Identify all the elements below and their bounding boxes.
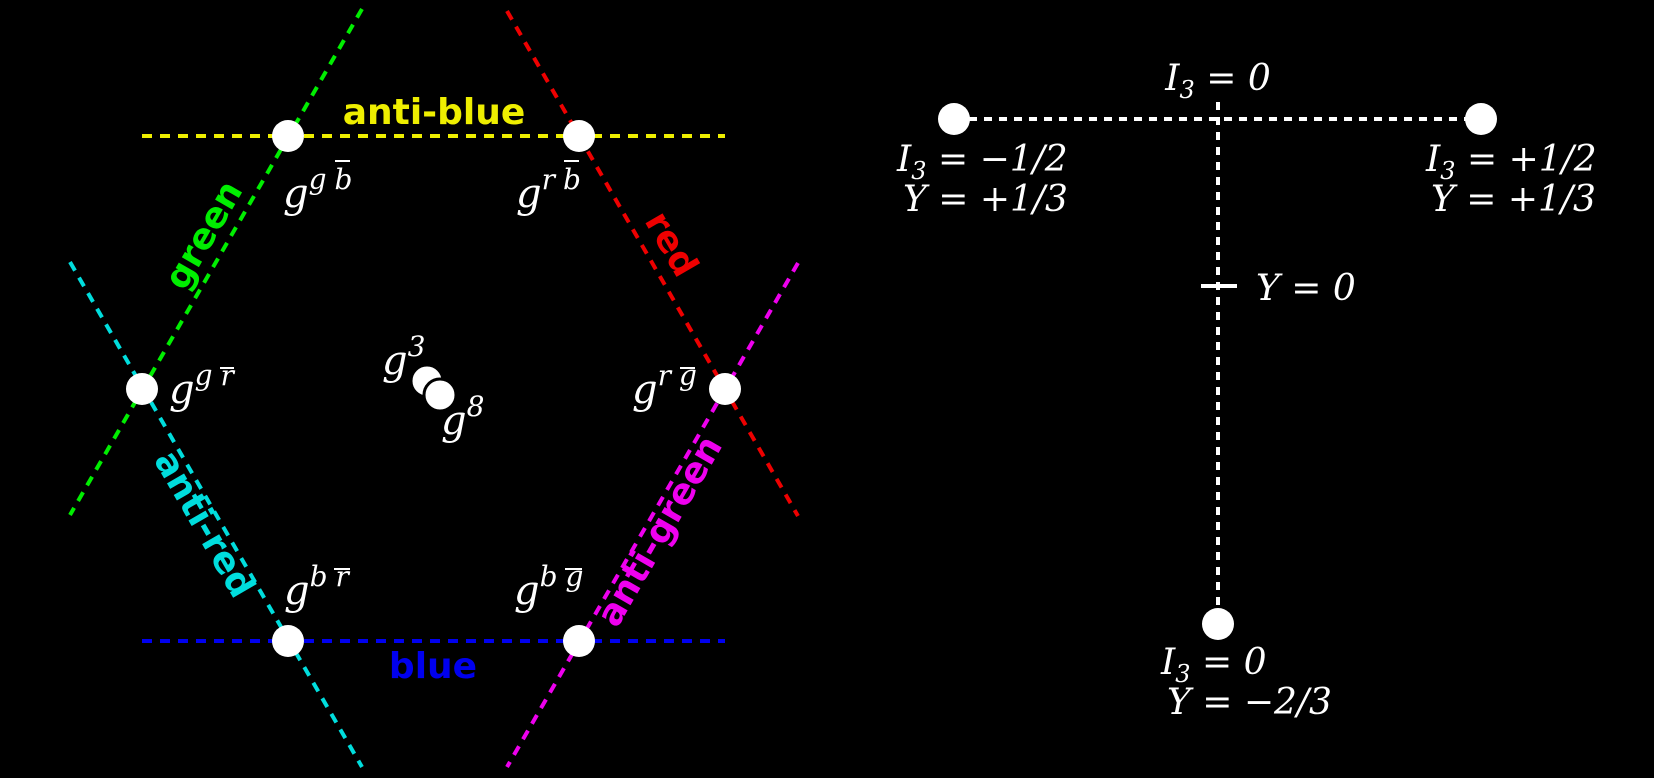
quark-right-y-label: Y = +1/3 <box>1431 179 1596 220</box>
gluon-label-g-rbbar: gr b <box>516 163 581 217</box>
blue-label: blue <box>389 646 477 687</box>
quark-node-right <box>1465 103 1497 135</box>
anti-red-line <box>68 260 364 769</box>
anti-blue-label: anti-blue <box>343 92 526 133</box>
gluon-node-g-grbar <box>126 373 158 405</box>
gluon-label-g3: g3 <box>382 330 425 384</box>
gluon-node-g8 <box>422 377 458 413</box>
gluon-labels: gg b gr b gg r gr g gb r gb g <box>169 160 697 614</box>
quark-triplet-diagram: I3 = 0 Y = 0 I3 = −1/2 Y = +1/3 I3 = +1/… <box>896 58 1597 723</box>
i3-zero-axis-label: I3 = 0 <box>1164 58 1270 104</box>
anti-green-line <box>505 261 800 769</box>
quark-right-i3-label: I3 = +1/2 <box>1425 139 1597 185</box>
quark-nodes <box>938 103 1497 640</box>
gluon-node-g-brbar <box>272 625 304 657</box>
gluon-label-g8: g8 <box>441 390 484 444</box>
gluon-node-g-gbbar <box>272 120 304 152</box>
red-line <box>505 10 800 517</box>
gluon-label-g-grbar: gg r <box>169 359 236 413</box>
y-zero-axis-label: Y = 0 <box>1256 268 1356 309</box>
gluon-nodes <box>126 120 741 657</box>
quark-labels: I3 = −1/2 Y = +1/3 I3 = +1/2 Y = +1/3 I3… <box>896 139 1597 723</box>
gluon-node-g-rbbar <box>563 120 595 152</box>
quark-left-i3-label: I3 = −1/2 <box>896 139 1068 185</box>
gluon-node-g-rgbar <box>709 373 741 405</box>
gluon-node-g-bgbar <box>563 625 595 657</box>
quark-bottom-i3-label: I3 = 0 <box>1160 642 1266 688</box>
quark-node-bottom <box>1202 608 1234 640</box>
quark-node-left <box>938 103 970 135</box>
color-lines <box>68 8 800 769</box>
gluon-label-g-gbbar: gg b <box>283 163 352 217</box>
quark-left-y-label: Y = +1/3 <box>903 179 1068 220</box>
triplet-axes <box>954 102 1481 622</box>
green-line <box>68 8 364 516</box>
quark-bottom-y-label: Y = −2/3 <box>1167 682 1332 723</box>
